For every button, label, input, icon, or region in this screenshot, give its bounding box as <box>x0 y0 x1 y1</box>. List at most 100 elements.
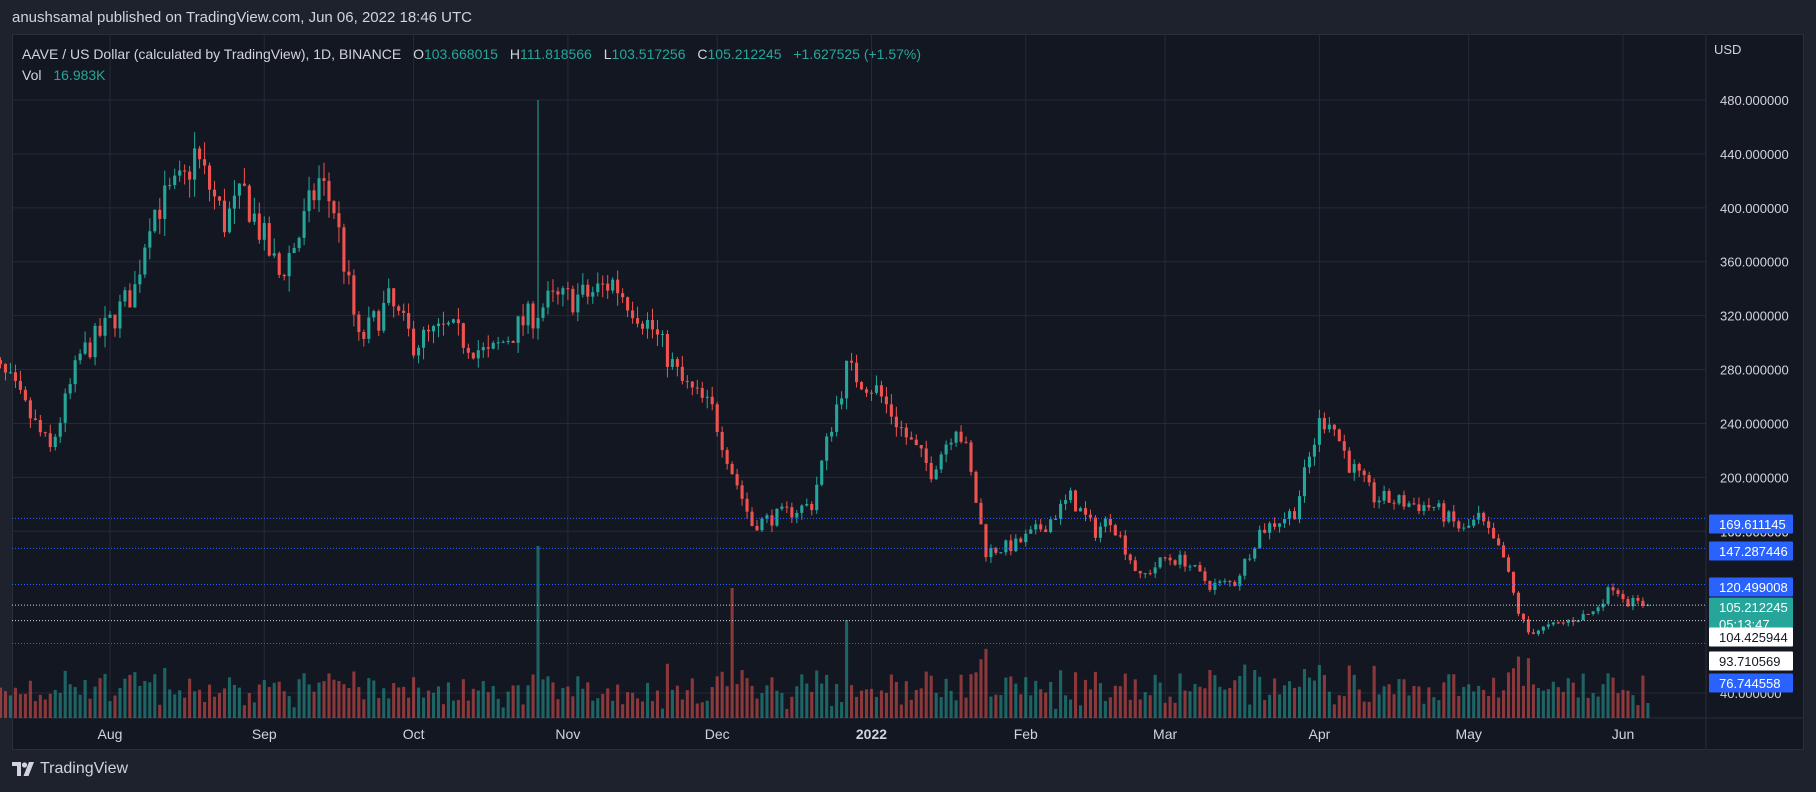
volume-bar <box>43 699 47 718</box>
volume-bar <box>1516 656 1521 718</box>
candle-body <box>725 450 729 464</box>
volume-bar <box>1377 694 1381 718</box>
candle-body <box>153 209 157 232</box>
candle-body <box>1561 622 1565 624</box>
candle-body <box>158 209 162 219</box>
candle-body <box>183 170 187 172</box>
candle-body <box>765 515 769 519</box>
volume-bar <box>501 707 505 718</box>
candle-body <box>745 498 749 512</box>
volume-bar <box>1193 684 1197 718</box>
candle-body <box>402 310 406 314</box>
volume-bar <box>1531 684 1535 718</box>
volume-bar <box>118 687 122 718</box>
volume-bar <box>1477 685 1481 718</box>
candle-body <box>1039 524 1043 530</box>
candle-body <box>1218 581 1222 583</box>
volume-bar <box>93 686 97 718</box>
symbol-title[interactable]: AAVE / US Dollar (calculated by TradingV… <box>22 46 402 62</box>
volume-bar <box>511 685 515 718</box>
footer: TradingView <box>0 752 1816 792</box>
candle-body <box>53 436 57 447</box>
candle-body <box>1372 482 1376 503</box>
volume-bar <box>397 687 401 718</box>
volume-bar <box>1437 700 1441 718</box>
volume-bar <box>297 679 301 718</box>
candle-body <box>496 342 500 344</box>
candle-body <box>1397 495 1401 504</box>
candle-body <box>1322 418 1326 430</box>
volume-bar <box>203 701 207 718</box>
volume-bar <box>1248 704 1252 718</box>
candle-body <box>232 195 236 209</box>
high-label: H <box>509 46 520 62</box>
price-badge[interactable] <box>1709 673 1793 693</box>
candle-body <box>1258 529 1262 549</box>
candle-body <box>307 190 311 212</box>
price-badge[interactable] <box>1709 597 1793 634</box>
volume-bar <box>924 671 928 718</box>
candle-body <box>1004 540 1008 553</box>
price-badge[interactable] <box>1709 514 1793 534</box>
high-value: 111.818566 <box>519 46 592 62</box>
y-tick-label: 320.000000 <box>1720 309 1789 324</box>
x-tick-label: Dec <box>705 726 730 742</box>
candle-body <box>382 302 386 331</box>
volume-bar <box>357 687 361 718</box>
candle-body <box>252 213 256 222</box>
currency-label[interactable]: USD <box>1714 42 1742 57</box>
volume-bar <box>222 688 227 718</box>
candle-body <box>1287 511 1292 519</box>
candle-body <box>640 323 645 329</box>
volume-bar <box>795 686 799 718</box>
volume-bar <box>302 673 306 718</box>
volume-bar <box>645 682 650 718</box>
candle-body <box>1536 630 1540 634</box>
price-badge[interactable] <box>1709 577 1793 597</box>
chart-frame[interactable] <box>12 34 1804 750</box>
candle-body <box>461 323 465 348</box>
volume-bar <box>1636 705 1640 718</box>
candle-body <box>755 526 759 531</box>
volume-bar <box>1327 691 1331 718</box>
y-tick-label: 200.000000 <box>1720 470 1789 485</box>
candle-body <box>1263 529 1267 533</box>
candle-body <box>820 460 824 485</box>
candle-body <box>1168 557 1172 561</box>
candle-body <box>1158 557 1162 568</box>
price-badge[interactable] <box>1709 651 1793 671</box>
volume-bar <box>1049 682 1053 718</box>
volume-bar <box>1004 677 1008 718</box>
volume-bar <box>1417 686 1421 718</box>
volume-bar <box>267 687 271 718</box>
volume-bar <box>123 678 127 718</box>
x-tick-label: Oct <box>403 726 425 742</box>
y-tick-label: 480.000000 <box>1720 93 1789 108</box>
candle-body <box>1482 512 1486 522</box>
candle-body <box>267 223 271 256</box>
volume-bar <box>1561 691 1565 718</box>
candle-body <box>1646 605 1650 607</box>
volume-bar <box>1263 700 1267 718</box>
y-tick-label: 440.000000 <box>1720 147 1789 162</box>
candle-body <box>506 340 510 342</box>
volume-bar <box>491 685 495 718</box>
price-badge[interactable] <box>1709 627 1793 647</box>
volume-bar <box>63 670 67 718</box>
volume-bar <box>626 692 630 718</box>
volume-bar <box>1213 675 1217 718</box>
volume-bar <box>1581 673 1585 718</box>
price-badge[interactable] <box>1709 541 1793 561</box>
volume-bar <box>98 678 102 718</box>
volume-bar <box>1452 674 1456 718</box>
candle-body <box>1412 503 1416 505</box>
candle-body <box>257 213 261 240</box>
volume-bar <box>1009 676 1013 718</box>
candle-body <box>1253 548 1257 559</box>
tradingview-logo[interactable]: TradingView <box>12 760 128 778</box>
candle-body <box>1193 565 1197 567</box>
volume-bar <box>780 692 784 718</box>
price-badge-label: 93.710569 <box>1719 654 1780 669</box>
volume-bar <box>591 700 595 718</box>
